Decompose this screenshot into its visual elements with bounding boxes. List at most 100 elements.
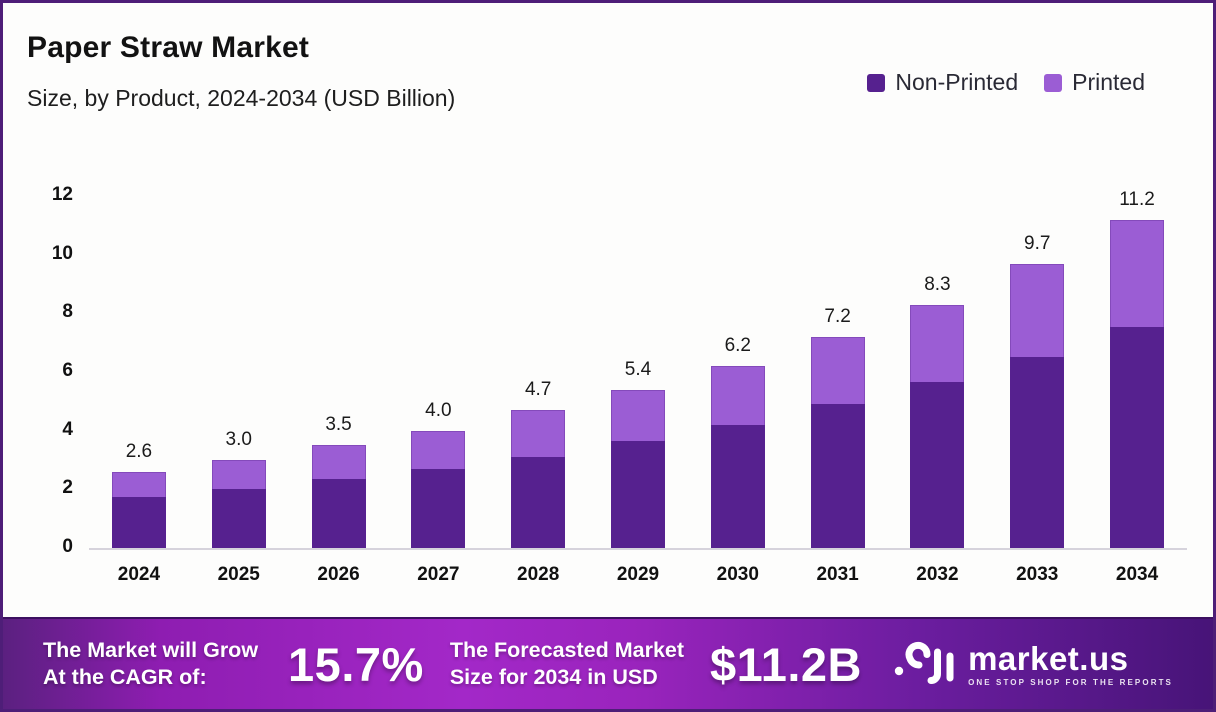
x-axis-label-2030: 2030 <box>716 564 759 585</box>
bar-total-label-2024: 2.6 <box>125 440 153 462</box>
bar-total-label-2032: 8.3 <box>924 273 951 295</box>
y-axis-tick-4: 4 <box>62 418 73 440</box>
bar-segment-printed-2034 <box>1110 219 1165 327</box>
bar-segment-non-printed-2033 <box>1010 357 1065 548</box>
x-axis-label-2024: 2024 <box>117 564 161 585</box>
bar-total-label-2030: 6.2 <box>724 335 751 357</box>
bar-segment-printed-2029 <box>610 389 665 441</box>
bar-total-label-2033: 9.7 <box>1024 232 1051 254</box>
legend-swatch-non-printed-icon <box>867 73 886 92</box>
y-axis-tick-2: 2 <box>62 477 73 499</box>
brand-text: market.us ONE STOP SHOP FOR THE REPORTS <box>968 642 1173 687</box>
bar-2031 <box>810 336 865 548</box>
bar-group-2031: 7.2 <box>788 196 888 548</box>
bar-group-2033: 9.7 <box>987 196 1087 548</box>
bar-2024 <box>111 471 166 548</box>
forecast-label-line1: The Forecasted Market <box>449 638 685 663</box>
bar-2033 <box>1010 263 1065 548</box>
bar-segment-printed-2031 <box>810 336 865 405</box>
bar-2025 <box>211 460 266 548</box>
bar-segment-non-printed-2029 <box>610 440 665 548</box>
bar-group-2025: 3.0 <box>189 196 289 548</box>
x-axis-label-2034: 2034 <box>1115 564 1159 585</box>
bar-segment-non-printed-2025 <box>211 489 266 548</box>
legend-label-printed: Printed <box>1072 69 1145 95</box>
x-axis-label-2029: 2029 <box>616 564 660 585</box>
legend-swatch-printed-icon <box>1044 73 1063 92</box>
bar-segment-non-printed-2032 <box>910 382 965 548</box>
bar-total-label-2025: 3.0 <box>225 429 252 451</box>
bar-total-label-2029: 5.4 <box>624 358 652 380</box>
bar-2032 <box>910 304 965 548</box>
x-axis-label-2028: 2028 <box>517 564 560 585</box>
legend-item-printed: Printed <box>1044 69 1145 96</box>
bar-total-label-2026: 3.5 <box>325 414 352 436</box>
bar-group-2028: 4.7 <box>488 196 588 548</box>
page-title: Paper Straw Market <box>27 31 310 64</box>
forecast-label: The Forecasted Market Size for 2034 in U… <box>450 637 684 691</box>
bar-segment-printed-2026 <box>311 445 366 480</box>
bar-segment-non-printed-2024 <box>111 496 166 548</box>
bar-segment-printed-2028 <box>511 410 566 458</box>
cagr-banner: The Market will Grow At the CAGR of: 15.… <box>3 617 1213 709</box>
plot-area: 2.6 3.0 3.5 4.0 4.7 5.4 6.2 7.2 8.3 9.7 11.2 <box>89 189 1187 548</box>
market-us-logo-icon <box>894 641 954 684</box>
brand-logo: market.us ONE STOP SHOP FOR THE REPORTS <box>894 640 1173 688</box>
bar-segment-printed-2027 <box>411 430 466 469</box>
bar-segment-printed-2033 <box>1010 263 1065 358</box>
bar-2028 <box>511 410 566 548</box>
bar-group-2034: 11.2 <box>1087 189 1187 548</box>
x-axis-labels: 2024 2025 2026 2027 2028 2029 2030 2031 2032 2033… <box>89 564 1187 586</box>
cagr-label-line1: The Market will Grow <box>43 638 259 663</box>
page-subtitle: Size, by Product, 2024-2034 (USD Billion… <box>27 85 456 111</box>
cagr-label: The Market will Grow At the CAGR of: <box>43 637 258 691</box>
bar-group-2027: 4.0 <box>388 196 488 548</box>
bar-total-label-2031: 7.2 <box>824 305 851 327</box>
bar-segment-non-printed-2030 <box>710 424 765 548</box>
bar-segment-printed-2025 <box>211 460 266 490</box>
bar-segment-non-printed-2026 <box>311 479 366 548</box>
x-axis-label-2025: 2025 <box>217 564 260 585</box>
legend: Non-Printed Printed <box>867 69 1145 96</box>
legend-label-non-printed: Non-Printed <box>895 69 1019 95</box>
bar-segment-printed-2032 <box>910 304 965 383</box>
bar-segment-printed-2024 <box>111 471 166 497</box>
brand-tagline: ONE STOP SHOP FOR THE REPORTS <box>968 677 1173 687</box>
bar-2029 <box>610 389 665 548</box>
bar-segment-non-printed-2034 <box>1110 326 1165 548</box>
x-axis-label-2026: 2026 <box>317 564 360 585</box>
x-axis-label-2033: 2033 <box>1016 564 1059 585</box>
bar-segment-printed-2030 <box>710 366 765 425</box>
y-axis-tick-6: 6 <box>62 360 73 382</box>
legend-item-non-printed: Non-Printed <box>867 69 1018 96</box>
bar-segment-non-printed-2031 <box>810 404 865 548</box>
bar-2027 <box>411 430 466 548</box>
bar-group-2029: 5.4 <box>588 196 688 548</box>
stacked-bar-chart: 2.6 3.0 3.5 4.0 4.7 5.4 6.2 7.2 8.3 9.7 11.2 2024 2… <box>52 184 1187 585</box>
bar-2030 <box>710 366 765 548</box>
bar-2034 <box>1110 219 1165 548</box>
bar-segment-non-printed-2028 <box>511 457 566 548</box>
forecast-label-line2: Size for 2034 in USD <box>449 665 658 689</box>
cagr-value: 15.7% <box>288 637 424 691</box>
y-axis-tick-8: 8 <box>62 301 73 323</box>
bar-group-2032: 8.3 <box>888 196 988 548</box>
bar-total-label-2028: 4.7 <box>524 379 552 401</box>
bar-2026 <box>311 445 366 548</box>
y-axis-tick-12: 12 <box>51 184 73 206</box>
y-axis-tick-0: 0 <box>62 536 73 557</box>
x-axis-label-2032: 2032 <box>916 564 959 585</box>
cagr-label-line2: At the CAGR of: <box>43 665 207 689</box>
x-axis-label-2031: 2031 <box>816 564 859 585</box>
bar-group-2024: 2.6 <box>89 196 189 548</box>
brand-name: market.us <box>968 639 1129 677</box>
forecast-value: $11.2B <box>710 637 862 691</box>
bar-total-label-2034: 11.2 <box>1119 188 1155 210</box>
bar-segment-non-printed-2027 <box>411 468 466 548</box>
bar-total-label-2027: 4.0 <box>425 399 452 421</box>
y-axis-tick-10: 10 <box>51 242 73 264</box>
x-axis-label-2027: 2027 <box>417 564 460 585</box>
bar-group-2030: 6.2 <box>688 196 788 548</box>
bar-group-2026: 3.5 <box>289 196 389 548</box>
